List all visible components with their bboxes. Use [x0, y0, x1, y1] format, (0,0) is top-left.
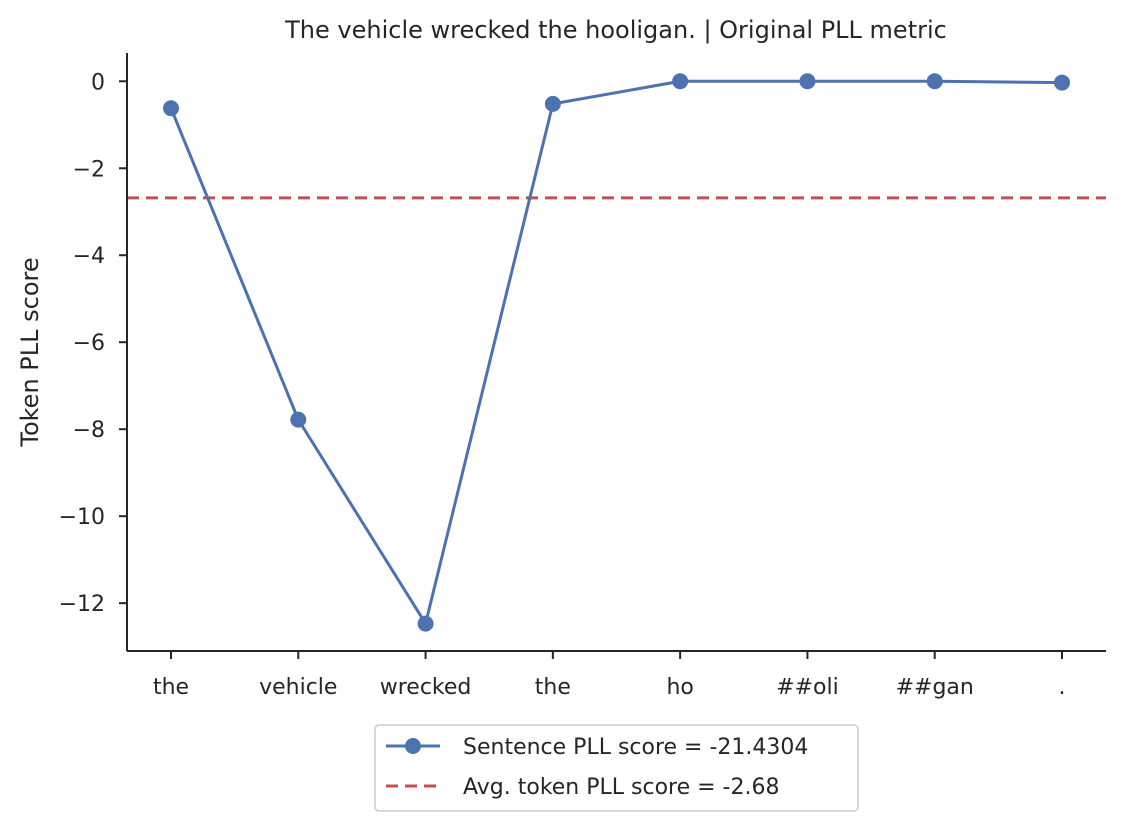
- x-tick-label: wrecked: [380, 675, 472, 700]
- chart-title: The vehicle wrecked the hooligan. | Orig…: [284, 16, 947, 44]
- x-tick-label: ##oli: [776, 675, 839, 700]
- y-tick-label: −10: [59, 505, 105, 530]
- data-point: [926, 73, 943, 90]
- x-tick-label: the: [535, 675, 571, 700]
- plot-area: [127, 73, 1106, 632]
- x-tick-label: vehicle: [259, 675, 337, 700]
- y-ticks: 0 −2 −4 −6 −8 −10 −12: [59, 70, 127, 617]
- series-line: [169, 79, 1063, 626]
- x-tick-label: .: [1059, 675, 1066, 700]
- data-point: [163, 100, 179, 117]
- data-point: [1054, 74, 1070, 91]
- legend: Sentence PLL score = -21.4304 Avg. token…: [374, 724, 859, 812]
- x-tick-label: the: [153, 675, 189, 700]
- y-tick-label: −4: [73, 244, 105, 269]
- data-point: [544, 95, 561, 112]
- legend-series-label: Sentence PLL score = -21.4304: [463, 735, 808, 760]
- legend-avg-label: Avg. token PLL score = -2.68: [463, 775, 779, 800]
- x-ticks: the vehicle wrecked the ho ##oli ##gan.: [153, 651, 1066, 700]
- legend-series-marker-icon: [405, 738, 421, 754]
- y-axis-label: Token PLL score: [16, 257, 44, 447]
- y-tick-label: −2: [73, 157, 105, 182]
- y-tick-label: 0: [91, 70, 105, 95]
- data-point: [417, 615, 434, 632]
- data-point: [672, 73, 689, 90]
- data-point: [799, 73, 816, 90]
- legend-box: [374, 724, 859, 812]
- y-tick-label: −12: [59, 592, 105, 617]
- y-tick-label: −6: [73, 331, 105, 356]
- x-tick-label: ##gan: [896, 675, 974, 700]
- data-point: [290, 411, 307, 428]
- x-tick-label: ho: [666, 675, 693, 700]
- y-tick-label: −8: [73, 418, 105, 443]
